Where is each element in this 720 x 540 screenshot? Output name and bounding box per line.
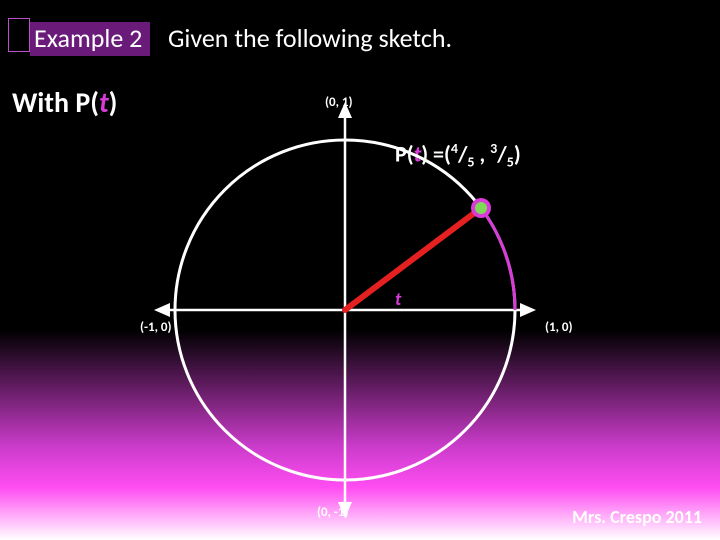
point-marker-inner: [475, 202, 487, 214]
radius-line: [345, 208, 481, 310]
arrow-left-icon: [154, 303, 170, 317]
arrow-right-icon: [520, 303, 536, 317]
slide-title: Given the following sketch.: [168, 22, 452, 54]
header-decor-box: [8, 18, 30, 52]
unit-circle-diagram: [150, 90, 570, 530]
arc-t: [481, 208, 515, 310]
arrow-down-icon: [338, 502, 352, 518]
example-label: Example 2: [30, 22, 150, 56]
with-pt-text: With P(t): [12, 85, 117, 120]
footer-credit: Mrs. Crespo 2011: [572, 506, 702, 528]
arrow-up-icon: [338, 102, 352, 118]
